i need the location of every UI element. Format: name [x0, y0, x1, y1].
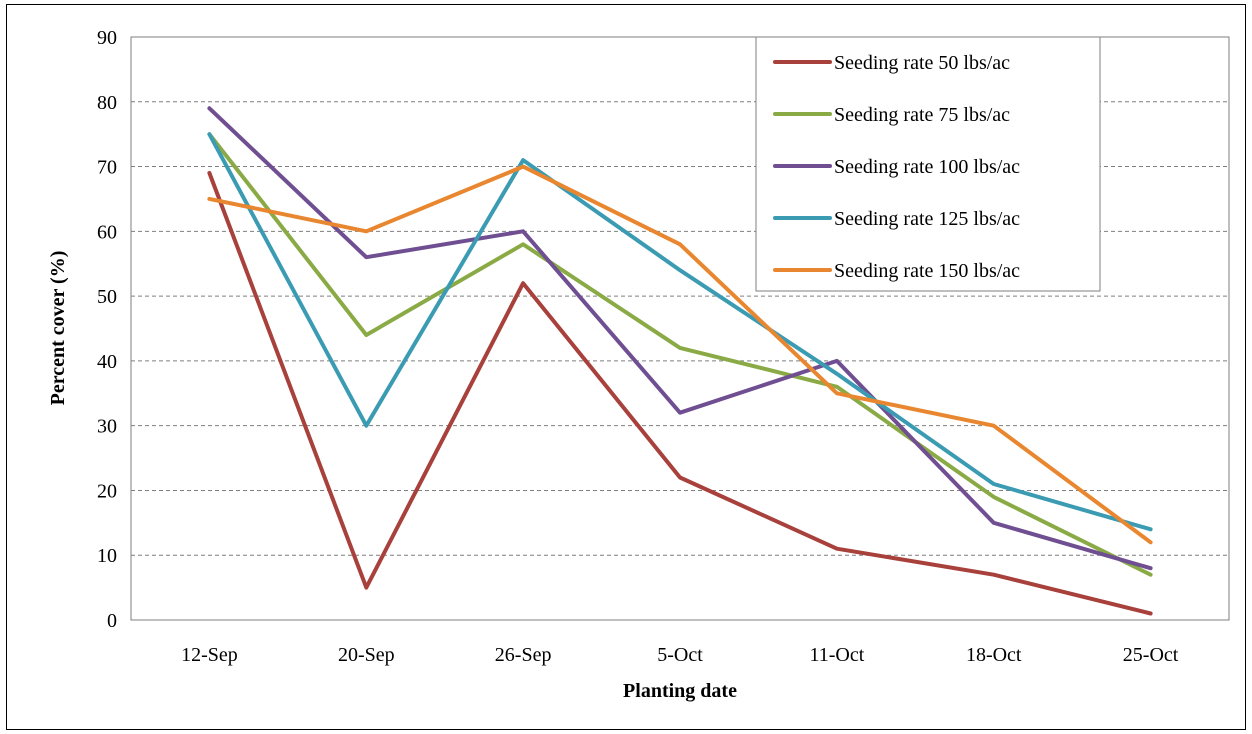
- legend-label: Seeding rate 100 lbs/ac: [834, 156, 1020, 178]
- plot-area: [130, 36, 1230, 621]
- y-tick-label: 20: [97, 480, 117, 502]
- y-tick-label: 60: [97, 221, 117, 243]
- y-tick-label: 40: [97, 351, 117, 373]
- series-line-3: [207, 106, 1153, 571]
- x-tick-label: 11-Oct: [809, 644, 864, 666]
- series-line-5: [207, 164, 1153, 545]
- series-line-1: [207, 171, 1153, 616]
- y-axis-title: Percent cover (%): [47, 251, 69, 406]
- series-lines: [207, 106, 1153, 616]
- x-tick-label: 20-Sep: [338, 644, 395, 666]
- x-tick-label: 25-Oct: [1123, 644, 1179, 666]
- y-tick-label: 80: [97, 92, 117, 114]
- series-line-2: [207, 132, 1153, 577]
- x-axis-ticks: 12-Sep 20-Sep 26-Sep 5-Oct 11-Oct 18-Oct 25-Oc…: [181, 644, 1179, 666]
- grid-lines: [131, 101, 1229, 556]
- y-axis-ticks: 0 10 20 30 40 50 60 70 80 90: [97, 27, 117, 632]
- legend: Seeding rate 50 lbs/ac Seeding rate 75 lb…: [755, 36, 1101, 292]
- legend-label: Seeding rate 75 lbs/ac: [834, 104, 1010, 126]
- legend-label: Seeding rate 125 lbs/ac: [834, 208, 1020, 230]
- series-line-4: [207, 132, 1153, 532]
- x-tick-label: 12-Sep: [181, 644, 238, 666]
- x-tick-label: 18-Oct: [966, 644, 1022, 666]
- y-tick-label: 30: [97, 416, 117, 438]
- y-tick-label: 70: [97, 157, 117, 179]
- y-tick-label: 10: [97, 545, 117, 567]
- x-tick-label: 26-Sep: [495, 644, 552, 666]
- legend-label: Seeding rate 150 lbs/ac: [834, 260, 1020, 282]
- legend-label: Seeding rate 50 lbs/ac: [834, 52, 1010, 74]
- y-tick-label: 0: [107, 610, 117, 632]
- x-axis-title: Planting date: [623, 680, 737, 702]
- x-tick-label: 5-Oct: [657, 644, 703, 666]
- y-tick-label: 90: [97, 27, 117, 49]
- y-tick-label: 50: [97, 286, 117, 308]
